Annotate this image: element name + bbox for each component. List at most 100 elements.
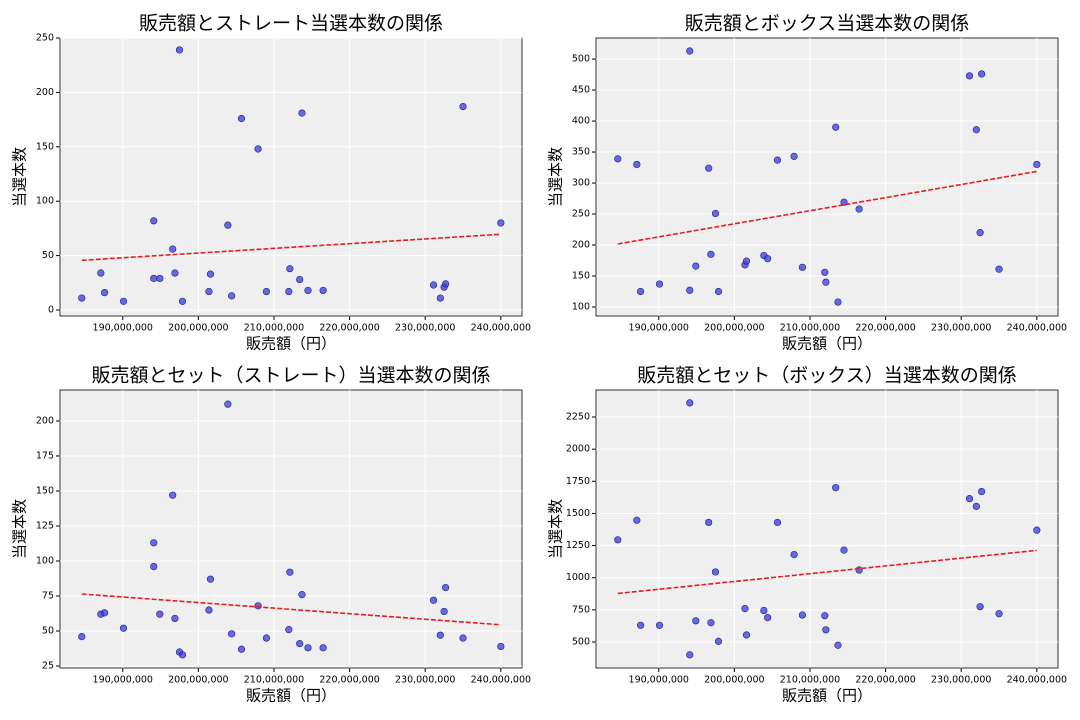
y-tick-label: 150 (36, 141, 54, 152)
y-tick-label: 100 (36, 196, 54, 207)
point (760, 606, 768, 615)
chart-title: 販売額とボックス当選本数の関係 (685, 13, 969, 35)
point (169, 245, 177, 253)
point (171, 614, 179, 623)
point (97, 269, 105, 277)
point (497, 219, 505, 227)
point (965, 72, 974, 80)
point (78, 633, 86, 641)
point (686, 47, 694, 55)
y-axis-label: 当選本数 (11, 499, 29, 559)
point (286, 265, 294, 273)
point (237, 114, 246, 123)
trend-line (81, 593, 501, 626)
point (840, 546, 848, 554)
point (976, 603, 984, 611)
point (296, 275, 304, 284)
y-axis-label: 当選本数 (547, 147, 565, 207)
point (304, 286, 312, 295)
point (206, 575, 215, 583)
x-tick-label: 190,000,000 (629, 323, 689, 334)
point (296, 640, 304, 648)
point (995, 610, 1003, 618)
point (228, 292, 236, 300)
point (285, 287, 293, 296)
chart-title: 販売額とセット（ボックス）当選本数の関係 (637, 365, 1016, 387)
point (773, 518, 782, 527)
point (178, 651, 187, 659)
x-tick-label: 220,000,000 (855, 323, 915, 334)
x-tick-label: 230,000,000 (931, 675, 991, 686)
x-tick-label: 240,000,000 (1007, 323, 1067, 334)
point (633, 160, 641, 169)
y-tick-label: 450 (572, 85, 590, 96)
point (156, 610, 164, 618)
point (655, 280, 664, 288)
y-tick-label: 125 (36, 520, 54, 531)
point (319, 286, 327, 295)
trend-line (617, 170, 1037, 245)
x-axis-label: 販売額（円） (246, 335, 336, 353)
y-tick-label: 75 (42, 591, 54, 602)
y-tick-label: 100 (36, 556, 54, 567)
y-tick-label: 150 (572, 271, 590, 282)
point (614, 536, 622, 544)
point (976, 229, 984, 237)
point (156, 274, 164, 283)
point (175, 46, 184, 54)
point (150, 539, 158, 547)
point (442, 584, 450, 592)
y-tick-label: 200 (36, 87, 54, 98)
y-tick-label: 2250 (566, 412, 590, 423)
x-tick-label: 210,000,000 (780, 323, 840, 334)
point (832, 123, 840, 131)
point (171, 269, 179, 277)
y-axis-label: 当選本数 (547, 499, 565, 559)
point (711, 568, 720, 576)
y-tick-label: 50 (42, 626, 54, 637)
x-tick-label: 200,000,000 (704, 323, 764, 334)
point (78, 294, 86, 302)
point (741, 604, 749, 613)
x-tick-label: 220,000,000 (319, 323, 379, 334)
x-tick-label: 190,000,000 (93, 675, 153, 686)
y-tick-label: 1500 (566, 508, 590, 519)
point (286, 568, 294, 576)
point (972, 126, 980, 134)
x-tick-label: 190,000,000 (93, 323, 153, 334)
point (614, 155, 622, 163)
point (965, 495, 974, 503)
point (150, 217, 158, 225)
point (119, 297, 128, 305)
chart-title: 販売額とセット（ストレート）当選本数の関係 (91, 365, 490, 387)
point (119, 624, 128, 632)
y-tick-label: 25 (42, 661, 54, 672)
point (101, 609, 109, 617)
point (705, 518, 713, 527)
y-tick-label: 200 (36, 415, 54, 426)
point (224, 400, 232, 408)
point (459, 102, 467, 111)
point (764, 613, 772, 622)
point (298, 591, 306, 599)
x-tick-label: 230,000,000 (395, 323, 455, 334)
x-tick-label: 220,000,000 (855, 675, 915, 686)
point (821, 268, 829, 276)
point (764, 255, 772, 263)
x-tick-label: 200,000,000 (704, 675, 764, 686)
x-tick-label: 190,000,000 (629, 675, 689, 686)
y-tick-label: 100 (572, 302, 590, 313)
point (655, 621, 664, 629)
x-tick-label: 240,000,000 (1007, 675, 1067, 686)
point (633, 516, 641, 524)
point (692, 262, 700, 270)
point (742, 257, 751, 265)
y-tick-label: 250 (36, 33, 54, 44)
point (497, 642, 505, 651)
x-tick-label: 230,000,000 (395, 675, 455, 686)
x-tick-label: 210,000,000 (244, 323, 304, 334)
x-tick-label: 240,000,000 (471, 323, 531, 334)
x-tick-label: 200,000,000 (168, 323, 228, 334)
point (822, 278, 830, 286)
